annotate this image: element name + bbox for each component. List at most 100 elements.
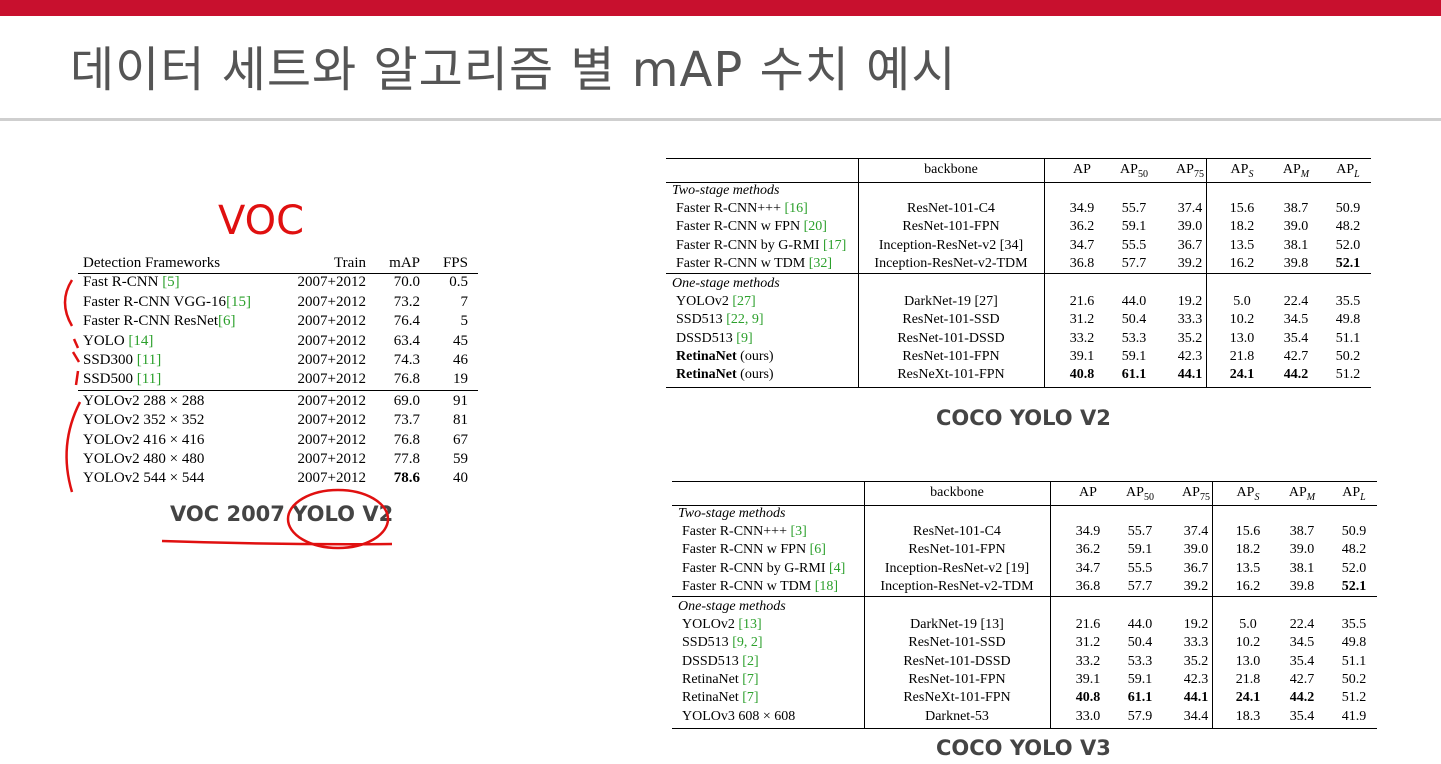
row-value-apm: 34.5 (1289, 635, 1315, 651)
voc-group-rule (78, 390, 478, 391)
row-value-ap50: 59.1 (1121, 349, 1147, 365)
header-ap75: AP75 (1182, 485, 1210, 503)
row-framework: YOLOv2 544 × 544 (83, 470, 205, 487)
section-rule (666, 273, 1371, 275)
row-value-ap50: 61.1 (1127, 690, 1153, 706)
row-backbone: DarkNet-19 [13] (910, 617, 1004, 633)
row-value-apm: 38.7 (1283, 201, 1309, 216)
row-fps: 45 (453, 332, 468, 349)
row-value-apm: 22.4 (1289, 617, 1315, 633)
row-value-apl: 51.2 (1341, 690, 1367, 706)
coco-table-row: SSD513 [22, 9] ResNet-101-SSD 31.2 50.4 33.3… (666, 311, 1371, 329)
citation-ref: [17] (823, 237, 847, 253)
row-method: Faster R-CNN+++ [3] (682, 524, 807, 539)
row-train: 2007+2012 (297, 412, 366, 429)
table-bottom-rule (666, 386, 1371, 388)
row-fps: 91 (453, 392, 468, 409)
voc-caption: VOC 2007 YOLO V2 (170, 502, 394, 526)
bracket-two-stage (63, 279, 74, 327)
row-value-apl: 48.2 (1335, 219, 1361, 235)
title-separator (0, 118, 1441, 121)
row-value-aps: 10.2 (1235, 635, 1261, 651)
row-value-apm: 35.4 (1289, 653, 1315, 669)
row-value-aps: 15.6 (1235, 524, 1261, 539)
row-method: RetinaNet [7] (682, 690, 759, 706)
row-method: Faster R-CNN+++ [16] (676, 201, 808, 216)
row-value-ap: 33.2 (1069, 330, 1095, 346)
row-framework: YOLO [14] (83, 332, 154, 349)
coco-table-header: backbone AP AP50 AP75 APS APM APL (672, 481, 1377, 505)
row-train: 2007+2012 (297, 392, 366, 409)
row-value-apm: 44.2 (1283, 367, 1309, 383)
coco-table-row: YOLOv2 [13] DarkNet-19 [13] 21.6 44.0 19.2 5.… (672, 616, 1377, 634)
row-backbone: ResNet-101-FPN (908, 672, 1006, 688)
coco-v2-table: backbone AP AP50 AP75 APS APM APL Two-stage met… (666, 158, 1371, 388)
row-value-ap75: 34.4 (1183, 708, 1209, 724)
row-value-ap50: 53.3 (1121, 330, 1147, 346)
row-value-aps: 10.2 (1229, 312, 1255, 328)
row-value-ap75: 35.2 (1183, 653, 1209, 669)
row-framework: SSD500 [11] (83, 371, 162, 388)
row-method: Faster R-CNN w TDM [18] (682, 578, 839, 594)
row-backbone: Inception-ResNet-v2-TDM (880, 578, 1034, 594)
row-value-aps: 18.2 (1229, 219, 1255, 235)
row-fps: 81 (453, 412, 468, 429)
citation-ref: [9, 2] (732, 635, 763, 651)
row-value-apl: 49.8 (1335, 312, 1361, 328)
row-train: 2007+2012 (297, 293, 366, 310)
row-value-apm: 44.2 (1289, 690, 1315, 706)
row-value-ap75: 35.2 (1177, 330, 1203, 346)
header-detection-frameworks: Detection Frameworks (83, 255, 221, 271)
row-train: 2007+2012 (297, 470, 366, 487)
row-method: RetinaNet (ours) (676, 367, 774, 383)
coco-table-row: YOLOv2 [27] DarkNet-19 [27] 21.6 44.0 19.2 5.… (666, 293, 1371, 311)
citation-ref: [22, 9] (726, 312, 764, 328)
row-value-aps: 5.0 (1239, 617, 1257, 633)
row-value-ap50: 50.4 (1121, 312, 1147, 328)
header-ap75: AP75 (1176, 162, 1204, 180)
row-value-ap: 36.2 (1075, 542, 1101, 558)
row-map: 76.4 (393, 313, 420, 330)
voc-table-row: YOLOv2 288 × 288 2007+2012 69.0 91 (78, 392, 478, 411)
header-fps: FPS (442, 255, 468, 271)
header-train: Train (334, 255, 366, 271)
row-method: DSSD513 [2] (682, 653, 759, 669)
row-value-ap50: 61.1 (1121, 367, 1147, 383)
coco-table-header: backbone AP AP50 AP75 APS APM APL (666, 158, 1371, 182)
citation-ref: [6] (809, 542, 826, 558)
voc-table-row: YOLO [14] 2007+2012 63.4 45 (78, 332, 478, 351)
row-value-ap50: 57.9 (1127, 708, 1153, 724)
header-ap50: AP50 (1126, 485, 1154, 503)
coco-table-row: RetinaNet (ours) ResNet-101-FPN 39.1 59.1 42… (666, 348, 1371, 366)
voc-table-row: YOLOv2 544 × 544 2007+2012 78.6 40 (78, 469, 478, 488)
row-value-ap50: 55.5 (1127, 560, 1153, 576)
row-value-apl: 50.2 (1341, 672, 1367, 688)
table-bottom-rule (672, 728, 1377, 729)
header-map: mAP (389, 255, 420, 271)
coco-v2-caption: COCO YOLO V2 (936, 406, 1111, 430)
row-method: YOLOv3 608 × 608 (682, 708, 796, 724)
row-value-apm: 35.4 (1289, 708, 1315, 724)
row-fps: 59 (453, 450, 468, 467)
row-backbone: ResNet-101-C4 (913, 524, 1001, 539)
row-value-ap75: 36.7 (1183, 560, 1209, 576)
section-rule (672, 596, 1377, 598)
row-train: 2007+2012 (297, 274, 366, 291)
citation-ref: [5] (162, 274, 180, 291)
header-ap: AP (1079, 485, 1097, 500)
row-value-ap: 34.7 (1069, 237, 1095, 253)
row-value-ap50: 55.5 (1121, 237, 1147, 253)
citation-ref: [14] (128, 332, 154, 349)
row-value-aps: 13.0 (1229, 330, 1255, 346)
row-method: YOLOv2 [27] (676, 294, 756, 310)
row-map: 76.8 (393, 431, 420, 448)
row-value-ap75: 33.3 (1177, 312, 1203, 328)
row-value-ap75: 19.2 (1177, 294, 1203, 310)
row-value-ap75: 44.1 (1177, 367, 1203, 383)
row-framework: YOLOv2 480 × 480 (83, 450, 205, 467)
row-framework: YOLOv2 416 × 416 (83, 431, 205, 448)
row-train: 2007+2012 (297, 431, 366, 448)
voc-table-row: YOLOv2 352 × 352 2007+2012 73.7 81 (78, 411, 478, 430)
row-method: Faster R-CNN by G-RMI [17] (676, 237, 847, 253)
row-backbone: Inception-ResNet-v2 [34] (878, 237, 1024, 253)
